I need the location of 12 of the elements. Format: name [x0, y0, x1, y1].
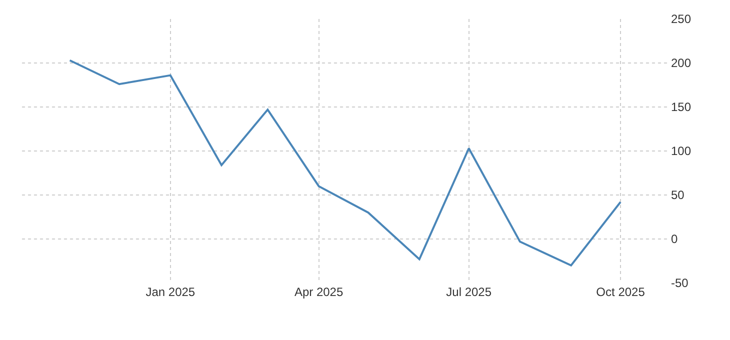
y-tick-label: 50 [671, 188, 685, 202]
x-tick-label: Jul 2025 [446, 285, 492, 299]
y-tick-label: 200 [671, 56, 692, 70]
y-tick-label: 250 [671, 12, 692, 26]
line-series [68, 59, 622, 266]
y-tick-label: -50 [671, 276, 689, 290]
y-tick-label: 150 [671, 100, 692, 114]
x-tick-label: Apr 2025 [294, 285, 344, 299]
x-tick-label: Jan 2025 [146, 285, 196, 299]
y-tick-label: 0 [671, 232, 678, 246]
x-tick-label: Oct 2025 [596, 285, 646, 299]
y-tick-label: 100 [671, 144, 692, 158]
